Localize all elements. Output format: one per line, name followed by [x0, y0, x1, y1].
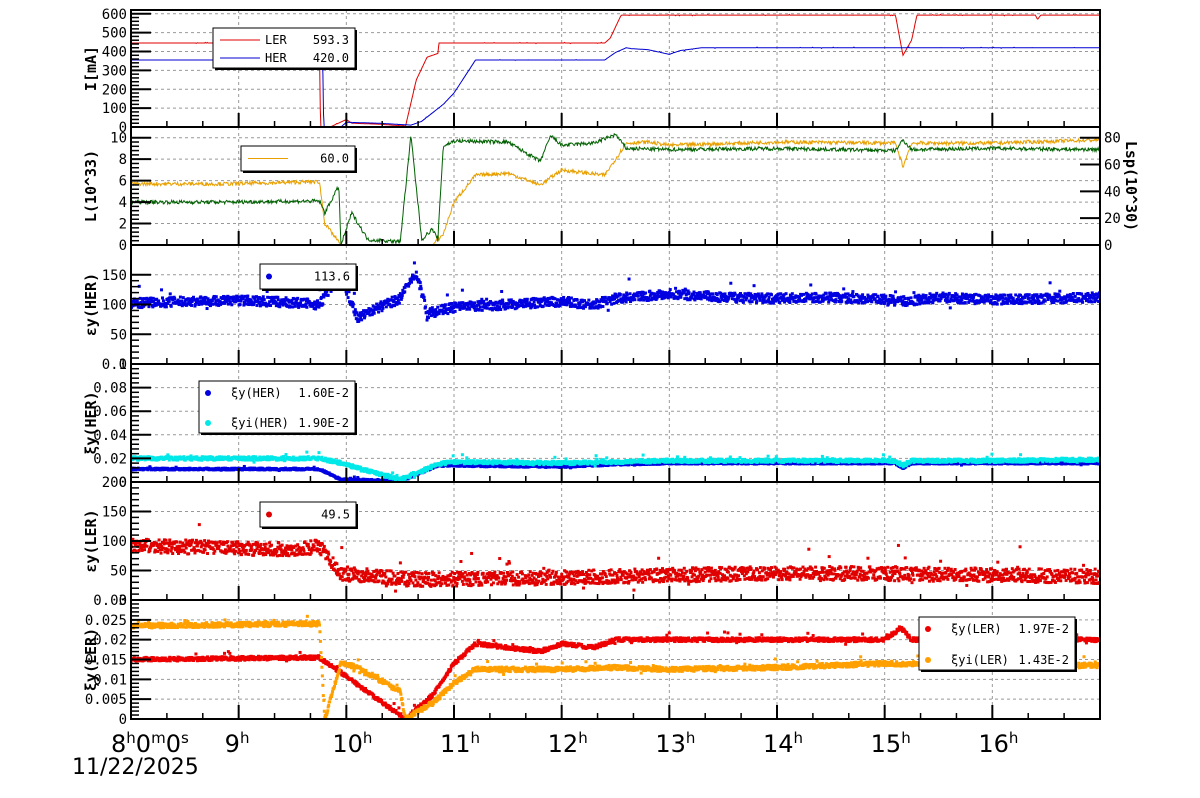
y2-tick-label: 60: [1104, 158, 1121, 174]
panel-current: 0 100 200 300 400 500 600 I[mA] LER 593.3 HER 420.0: [82, 7, 1101, 136]
legend-current: LER 593.3 HER 420.0: [212, 27, 357, 70]
legend-value: 1.90E-2: [298, 416, 349, 430]
y2-tick-label: 20: [1104, 211, 1121, 227]
y-tick-label: 500: [102, 26, 127, 42]
legend-emittance_ler: 49.5: [259, 501, 358, 529]
legend-value: 1.60E-2: [298, 386, 349, 400]
y-axis-label: ξy(HER): [82, 391, 100, 454]
x-tick-label: 9h: [225, 729, 250, 758]
x-tick-label: 15h: [871, 729, 911, 758]
y2-tick-label: 80: [1104, 131, 1121, 147]
y-tick-label: 150: [102, 268, 127, 284]
y-tick-label: 0.06: [93, 404, 127, 420]
y-tick-label: 50: [110, 564, 127, 580]
y-axis-label: I[mA]: [82, 46, 100, 91]
y-tick-label: 0.01: [93, 672, 127, 688]
y-tick-label: 600: [102, 7, 127, 23]
x-tick-label: 10h: [332, 729, 372, 758]
legend-tuneshift_her: ξy(HER) 1.60E-2 ξyi(HER) 1.90E-2: [198, 380, 357, 435]
y-tick-label: 2: [119, 217, 127, 233]
y-tick-label: 0.025: [85, 613, 127, 629]
legend-value: 1.43E-2: [1018, 653, 1069, 667]
y2-tick-label: 40: [1104, 184, 1121, 200]
y-tick-label: 0: [119, 712, 127, 728]
data-series: [131, 450, 1100, 482]
legend-series-name: ξyi(HER): [231, 416, 289, 430]
legend-series-name: LER: [265, 33, 287, 47]
y-tick-label: 150: [102, 505, 127, 521]
legend-emittance_her: 113.6: [259, 263, 358, 291]
y-tick-label: 6: [119, 174, 127, 190]
date-label: 11/22/2025: [72, 755, 199, 780]
y-tick-label: 300: [102, 63, 127, 79]
legend-tuneshift_ler: ξy(LER) 1.97E-2 ξyi(LER) 1.43E-2: [918, 616, 1077, 672]
x-tick-label: 14h: [763, 729, 803, 758]
y-tick-label: 4: [119, 195, 127, 211]
y-axis-label: εy(HER): [82, 273, 100, 336]
legend-value: 60.0: [320, 152, 349, 166]
legend-value: 113.6: [314, 270, 350, 284]
y-tick-label: 200: [102, 82, 127, 98]
y-tick-label: 100: [102, 534, 127, 550]
time-axis: 8h0m0s 9h 10h 11h 12h 13h 14h 15h 16h: [111, 729, 1018, 758]
y-tick-label: 0: [119, 593, 127, 609]
x-tick-label: 13h: [655, 729, 695, 758]
data-series: [131, 523, 1100, 593]
y-tick-label: 0.015: [85, 653, 127, 669]
y-tick-label: 0: [119, 238, 127, 254]
y-axis-label: ξy(LER): [82, 628, 100, 691]
data-series: [131, 132, 1100, 245]
legend-series-name: HER: [265, 51, 287, 65]
grid: [131, 127, 1100, 245]
panel-tuneshift_her: 0 0.02 0.04 0.06 0.08 0.1 ξy(HER) ξy(HER) 1.60E-…: [82, 357, 1101, 491]
y-tick-label: 100: [102, 298, 127, 314]
panel-frame: [130, 126, 1101, 246]
data-series: [131, 261, 1100, 323]
y-tick-label: 0.02: [93, 451, 127, 467]
y-axis-label: L(10^33): [82, 150, 100, 222]
x-tick-label: 16h: [978, 729, 1018, 758]
y-tick-label: 0.04: [93, 428, 127, 444]
legend-value: 593.3: [313, 33, 349, 47]
y-tick-label: 0.02: [93, 633, 127, 649]
y-tick-label: 10: [110, 131, 127, 147]
y-tick-label: 50: [110, 327, 127, 343]
y-tick-label: 0.08: [93, 381, 127, 397]
y2-axis-label: Lsp(10^30): [1122, 141, 1140, 231]
panel-emittance_ler: 0 50 100 150 200 εy(LER) 49.5: [82, 475, 1101, 609]
x-tick-label: 12h: [548, 729, 588, 758]
legend-value: 49.5: [321, 508, 350, 522]
y-axis-label: εy(LER): [82, 509, 100, 572]
y-tick-label: 0: [119, 475, 127, 491]
legend-series-name: ξyi(LER): [951, 653, 1009, 667]
legend-value: 1.97E-2: [1018, 622, 1069, 636]
y-tick-label: 8: [119, 152, 127, 168]
legend-series-name: ξy(HER): [231, 386, 282, 400]
legend-value: 420.0: [313, 51, 349, 65]
legend-series-name: ξy(LER): [951, 622, 1002, 636]
y-tick-label: 200: [102, 475, 127, 491]
y2-tick-label: 0: [1104, 238, 1112, 254]
y-tick-label: 0.005: [85, 692, 127, 708]
y-tick-label: 0: [119, 120, 127, 136]
y-tick-label: 0.03: [93, 593, 127, 609]
x-tick-start: 8h0m0s: [111, 729, 189, 758]
legend-luminosity: 60.0: [240, 145, 357, 173]
x-tick-label: 11h: [440, 729, 480, 758]
y-tick-label: 400: [102, 45, 127, 61]
y-tick-label: 0.1: [102, 357, 127, 373]
y-tick-label: 100: [102, 101, 127, 117]
y-tick-label: 0: [119, 357, 127, 373]
